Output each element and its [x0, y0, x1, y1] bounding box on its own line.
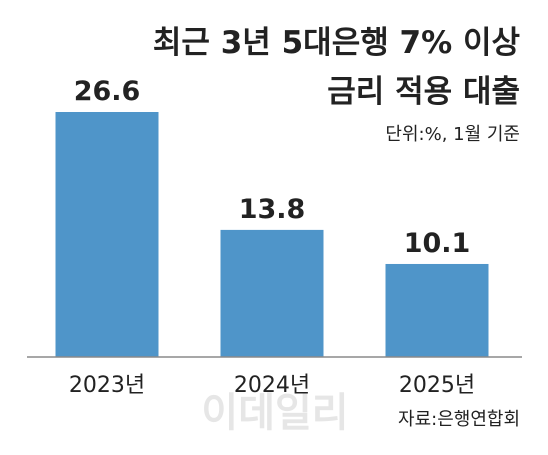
value-label-2: 10.1 [404, 228, 471, 259]
category-label-2: 2025년 [399, 373, 475, 398]
bar-2 [385, 263, 489, 357]
bar-1 [220, 229, 324, 357]
bar-0 [55, 112, 159, 357]
chart-title-line-1: 최근 3년 5대은행 7% 이상 [153, 25, 520, 61]
value-label-1: 13.8 [239, 194, 306, 225]
value-label-0: 26.6 [74, 76, 141, 107]
category-labels-group: 2023년 2024년 2025년 [69, 373, 475, 398]
watermark-text: 이데일리 [201, 390, 348, 436]
category-label-0: 2023년 [69, 373, 145, 398]
category-label-1: 2024년 [234, 373, 310, 398]
unit-note: 단위:%, 1월 기준 [385, 124, 520, 145]
bars-group [55, 112, 489, 357]
source-note: 자료:은행연합회 [398, 409, 520, 430]
chart-title-line-2: 금리 적용 대출 [327, 74, 520, 110]
value-labels-group: 26.6 13.8 10.1 [74, 76, 471, 259]
